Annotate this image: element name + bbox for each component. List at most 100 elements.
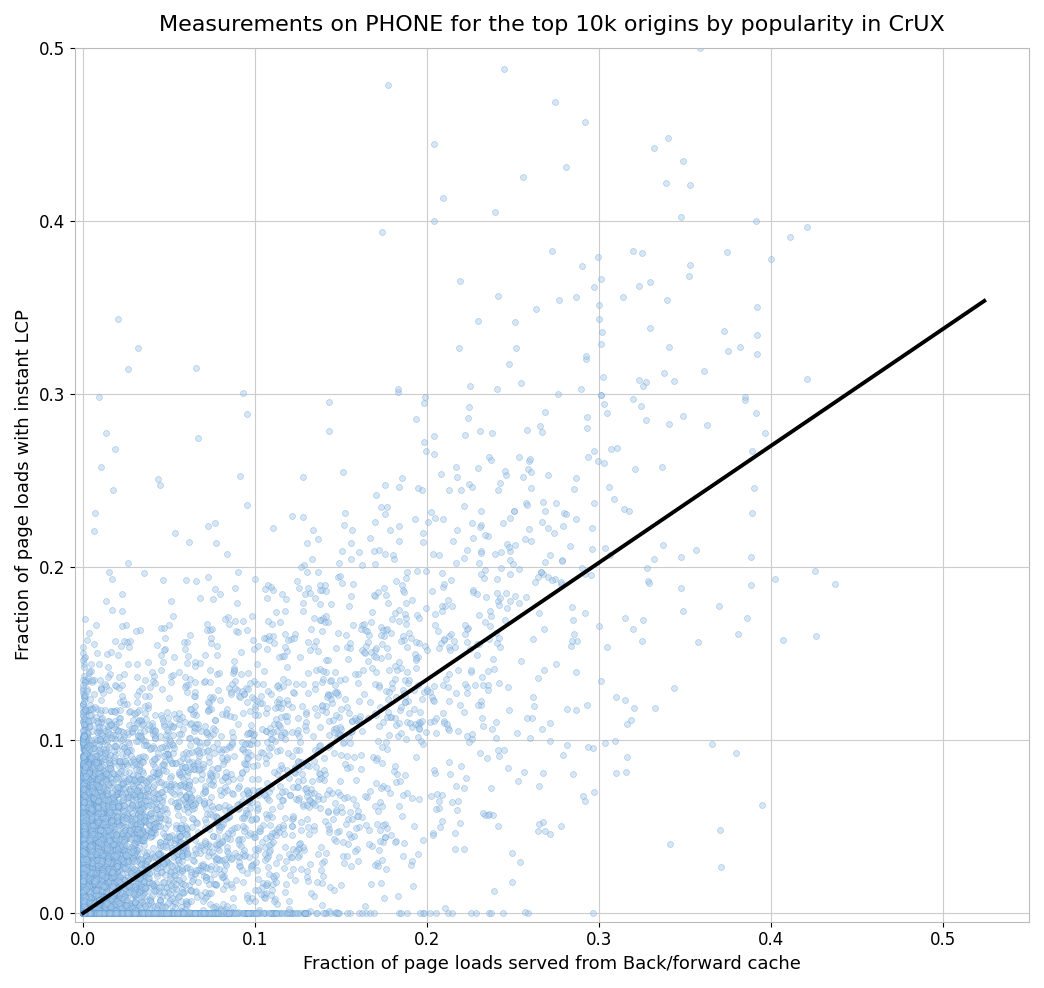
Point [81, 896, 98, 912]
Point [81, 905, 98, 921]
Point [348, 820, 364, 836]
Point [321, 614, 337, 629]
Point [75, 866, 92, 882]
Point [106, 905, 123, 921]
Point [166, 836, 183, 852]
Point [115, 905, 132, 921]
Point [78, 902, 95, 918]
Point [78, 905, 95, 921]
Point [75, 905, 92, 921]
Point [92, 842, 109, 858]
Point [139, 905, 156, 921]
Point [105, 905, 122, 921]
Point [80, 905, 97, 921]
Point [299, 811, 315, 827]
Point [119, 905, 136, 921]
Point [78, 876, 95, 892]
Point [75, 905, 92, 921]
Point [77, 789, 94, 805]
Point [75, 905, 92, 921]
Point [179, 828, 195, 844]
Point [87, 905, 103, 921]
Point [75, 768, 92, 783]
Point [77, 852, 94, 867]
Point [75, 868, 92, 884]
Point [77, 905, 94, 921]
Point [114, 754, 130, 770]
Point [84, 905, 100, 921]
Point [565, 612, 582, 627]
Point [82, 754, 99, 770]
Point [190, 748, 207, 764]
Point [75, 905, 92, 921]
Point [75, 905, 92, 921]
Point [75, 904, 92, 920]
Point [197, 735, 214, 751]
Point [75, 905, 92, 921]
Point [139, 781, 156, 796]
Point [412, 733, 429, 749]
Point [87, 761, 103, 777]
Point [350, 854, 366, 869]
Point [245, 641, 262, 657]
Point [94, 905, 111, 921]
Point [84, 905, 100, 921]
Point [75, 875, 92, 891]
Point [296, 717, 313, 733]
Point [78, 813, 95, 829]
Point [218, 905, 235, 921]
Point [410, 635, 427, 651]
Point [77, 905, 94, 921]
Point [79, 817, 96, 833]
Point [158, 763, 174, 779]
Point [96, 770, 113, 785]
Point [88, 773, 104, 788]
Point [93, 855, 110, 870]
Point [130, 905, 147, 921]
Point [75, 905, 92, 921]
Point [120, 905, 137, 921]
Point [118, 904, 135, 920]
Point [470, 555, 487, 571]
Point [93, 905, 110, 921]
Point [295, 556, 312, 572]
Point [103, 866, 120, 882]
Point [212, 782, 229, 797]
Point [213, 866, 230, 882]
Point [76, 857, 93, 872]
Point [78, 844, 95, 860]
Point [201, 622, 218, 638]
Point [79, 905, 96, 921]
Point [75, 905, 92, 921]
Point [75, 905, 92, 921]
Point [76, 811, 93, 827]
Point [75, 889, 92, 905]
Point [77, 879, 94, 895]
Point [78, 905, 95, 921]
Point [141, 905, 158, 921]
Point [82, 872, 99, 888]
Point [93, 905, 110, 921]
Point [332, 568, 349, 584]
Point [75, 800, 92, 816]
Point [120, 900, 137, 916]
Point [84, 894, 100, 910]
Point [191, 590, 208, 606]
Point [167, 840, 184, 856]
Point [75, 866, 92, 882]
Point [81, 905, 98, 921]
Point [127, 812, 144, 828]
Point [369, 751, 385, 767]
Point [79, 905, 96, 921]
Point [136, 905, 152, 921]
Point [380, 704, 397, 720]
Point [81, 905, 98, 921]
Point [77, 716, 94, 732]
Point [473, 543, 490, 559]
Point [298, 781, 314, 796]
Point [224, 772, 241, 787]
Point [446, 633, 462, 649]
Point [244, 890, 261, 906]
Point [82, 827, 99, 843]
Point [75, 770, 92, 785]
